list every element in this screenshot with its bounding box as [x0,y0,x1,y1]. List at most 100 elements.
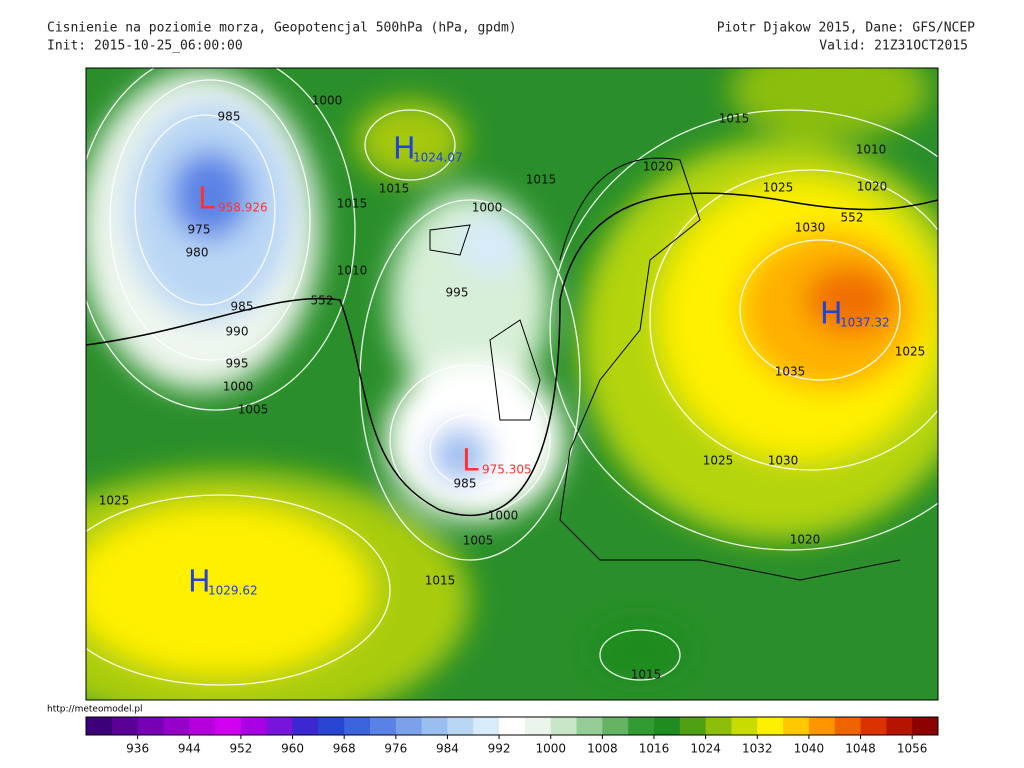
colorbar-tick-label: 960 [281,742,304,756]
pressure-center-letter: H [820,297,843,332]
colorbar-tick-label: 1040 [794,742,825,756]
colorbar-swatch [679,717,707,735]
colorbar-swatch [189,717,216,735]
isobar-label: 1025 [703,454,734,468]
isobar-label: 1030 [795,221,826,235]
colorbar-tick-label: 1056 [897,742,928,756]
colorbar-swatch [111,717,139,735]
title: Cisnienie na poziomie morza, Geopotencja… [47,21,517,36]
isobar-label: 1015 [526,173,557,187]
isobar-label: 1010 [337,264,368,278]
colorbar-swatch [344,717,371,735]
map-frame [85,67,939,701]
isobar-label: 1035 [775,365,806,379]
pressure-center-letter: H [188,565,211,600]
isobar-label: 1015 [631,668,662,682]
colorbar: 936 944 952 960 968 976 984 992 1000 1008 1016 1024… [85,716,939,756]
colorbar-swatch [86,717,113,735]
isobar-label: 995 [446,286,469,300]
colorbar-tick-label: 976 [384,742,407,756]
colorbar-swatch [447,717,474,735]
colorbar-frame [85,716,939,736]
colorbar-swatch [137,717,164,735]
colorbar-swatch [834,717,862,735]
colorbar-swatch [215,717,242,735]
valid-time: Valid: 21Z31OCT2015 [819,39,968,54]
isobar-label: 1010 [856,143,887,157]
pressure-center-letter: L [198,182,215,217]
colorbar-swatch [912,717,939,735]
isobar-label: 1015 [425,574,456,588]
init-time: Init: 2015-10-25_06:00:00 [47,39,243,54]
colorbar-tick-label: 992 [488,742,511,756]
isobar-label: 1030 [768,454,799,468]
source-url: http://meteomodel.pl [47,705,143,715]
colorbar-swatch [602,717,629,735]
pressure-center-value: 975.305 [482,463,532,477]
isobar-label: 1025 [99,494,130,508]
colorbar-tick-label: 952 [229,742,252,756]
colorbar-swatch [292,717,319,735]
colorbar-swatch [524,717,552,735]
isobar-label: 1020 [643,160,674,174]
pressure-center-letter: L [462,444,479,479]
colorbar-swatch [576,717,603,735]
isobar-label: 552 [841,211,864,225]
colorbar-tick-label: 1048 [845,742,876,756]
isobar-label: 1015 [337,197,368,211]
isobar-label: 1025 [895,345,926,359]
colorbar-tick-label: 1016 [639,742,670,756]
isobar-label: 1000 [312,94,343,108]
isobar-label: 990 [226,325,249,339]
colorbar-swatch [318,717,345,735]
colorbar-tick-label: 1032 [742,742,773,756]
isobar-label: 1005 [463,534,494,548]
colorbar-swatch [499,717,526,735]
isobar-label: 985 [218,110,241,124]
pressure-center-value: 1037.32 [840,316,890,330]
isobar-label: 985 [454,477,477,491]
isobar-label: 980 [186,246,209,260]
isobar-label: 1015 [719,112,750,126]
colorbar-tick-label: 1000 [535,742,566,756]
pressure-center-value: 1029.62 [208,584,258,598]
colorbar-swatch [886,717,913,735]
isobar-label: 1005 [238,403,269,417]
colorbar-swatch [731,717,758,735]
map [86,68,938,700]
isobar-label: 995 [226,357,249,371]
credit: Piotr Djakow 2015, Dane: GFS/NCEP [717,21,975,36]
isobar-label: 975 [188,223,211,237]
colorbar-swatch [808,717,836,735]
colorbar-swatch [163,717,190,735]
isobar-label: 552 [311,294,334,308]
isobar-label: 1020 [857,180,888,194]
colorbar-swatch [421,717,448,735]
colorbar-swatch [860,717,887,735]
colorbar-swatch [783,717,810,735]
colorbar-tick-label: 984 [436,742,459,756]
isobar-label: 1000 [472,201,503,215]
isobar-label: 1000 [488,509,519,523]
isobar-label: 1025 [763,181,794,195]
colorbar-tick-label: 936 [126,742,149,756]
colorbar-swatch [395,717,423,735]
colorbar-swatch [550,717,578,735]
pressure-center-letter: H [393,132,416,167]
colorbar-swatch [705,717,732,735]
colorbar-swatch [757,717,784,735]
colorbar-tick-label: 1024 [690,742,721,756]
pressure-center-value: 958.926 [218,201,268,215]
pressure-center-value: 1024.07 [413,151,463,165]
colorbar-swatch [240,717,268,735]
colorbar-tick-label: 944 [178,742,201,756]
colorbar-swatch [266,717,294,735]
isobar-label: 1020 [790,533,821,547]
colorbar-swatch [628,717,655,735]
colorbar-swatch [473,717,500,735]
isobar-label: 1000 [223,380,254,394]
isobar-label: 1015 [379,182,410,196]
colorbar-tick-label: 968 [333,742,356,756]
